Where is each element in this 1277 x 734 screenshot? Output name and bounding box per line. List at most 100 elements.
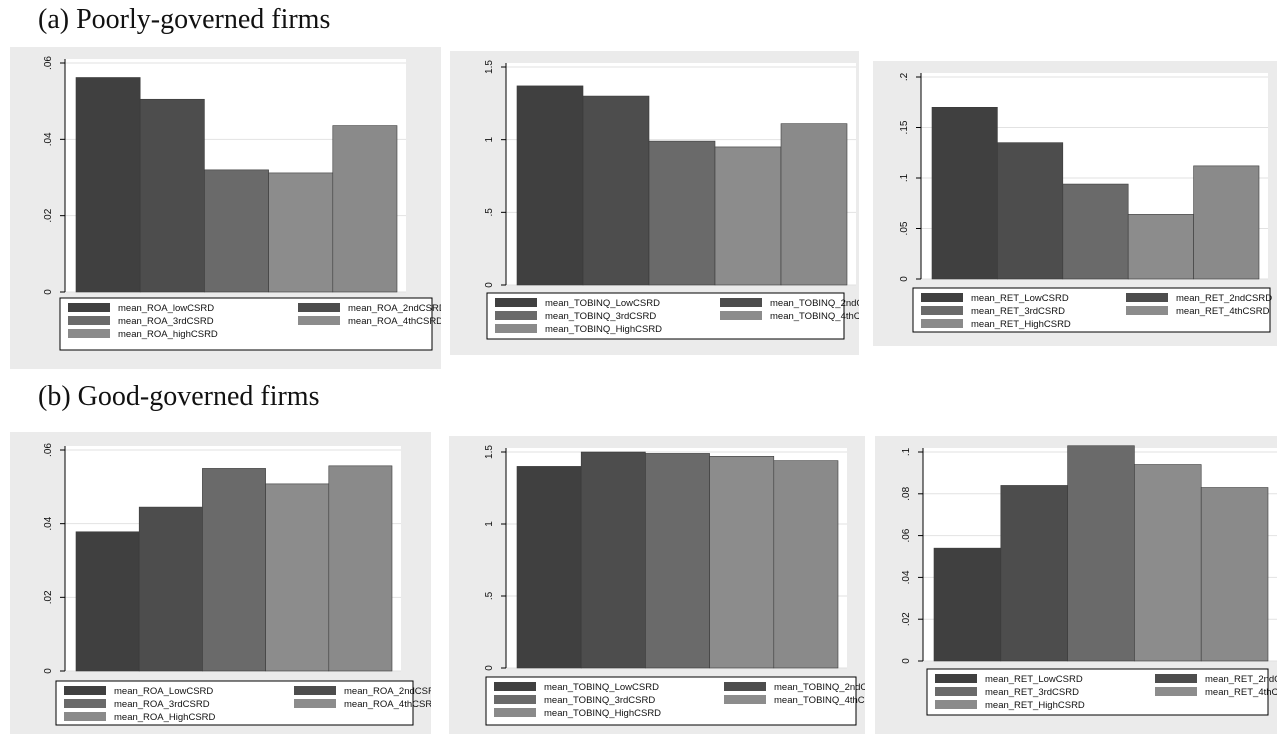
bar	[1127, 214, 1194, 280]
y-tick-label: 0	[43, 289, 54, 295]
chart-panel-good-tobinq: 0 .5 1 1.5 mean_TOBINQ_LowCSRD mean_TOBINQ_2n…	[449, 436, 865, 734]
section-title-a: (a) Poorly-governed firms	[38, 4, 331, 35]
legend-key	[935, 674, 977, 683]
y-tick-label: .5	[484, 591, 495, 600]
bar	[516, 85, 584, 286]
legend-key	[720, 298, 762, 307]
bar	[773, 460, 839, 669]
legend-key	[68, 303, 110, 312]
y-tick-label: .06	[901, 528, 912, 542]
y-tick-label: 1.5	[484, 60, 495, 74]
y-tick-label: .02	[43, 208, 54, 222]
legend-label: mean_RET_2ndCSRD	[1176, 293, 1272, 304]
y-tick-label: .04	[901, 570, 912, 584]
legend-label: mean_TOBINQ_HighCSRD	[545, 324, 662, 335]
legend-key	[1126, 306, 1168, 315]
legend-box	[486, 292, 845, 340]
bar	[1134, 464, 1202, 662]
y-tick-label: .02	[43, 590, 54, 604]
legend-label: mean_ROA_highCSRD	[118, 329, 218, 340]
chart-svg: 0 .5 1 1.5 mean_TOBINQ_LowCSRD mean_TOBINQ_2n…	[484, 60, 859, 340]
y-tick-label: .08	[901, 486, 912, 500]
legend-label: mean_ROA_4thCSRD	[348, 316, 441, 327]
bar	[1067, 445, 1135, 662]
legend-label: mean_TOBINQ_LowCSRD	[544, 682, 659, 693]
bar	[204, 169, 269, 293]
chart-svg: 0 .5 1 1.5 mean_TOBINQ_LowCSRD mean_TOBINQ_2n…	[484, 445, 865, 726]
legend-label: mean_RET_HighCSRD	[985, 700, 1085, 711]
legend-key	[1126, 293, 1168, 302]
legend-label: mean_RET_3rdCSRD	[985, 687, 1079, 698]
bar	[75, 531, 140, 672]
legend-key	[68, 316, 110, 325]
legend-label: mean_TOBINQ_HighCSRD	[544, 708, 661, 719]
y-tick-label: .05	[899, 221, 910, 235]
y-tick-label: .04	[43, 132, 54, 146]
legend-key	[1155, 674, 1197, 683]
legend-key	[724, 682, 766, 691]
chart-svg: 0 .02 .04 .06 mean_ROA_LowCSRD mean_ROA_2ndCS…	[43, 443, 431, 726]
bar	[1200, 487, 1269, 662]
chart-panel-poor-ret: 0 .05 .1 .15 .2 mean_RET_LowCSRD mean_RET_2ndC…	[873, 61, 1277, 346]
legend-label: mean_ROA_2ndCSRD	[348, 303, 441, 314]
y-tick-label: .02	[901, 612, 912, 626]
legend-label: mean_RET_LowCSRD	[985, 674, 1083, 685]
legend-key	[495, 298, 537, 307]
bar	[138, 506, 203, 672]
legend-key	[64, 686, 106, 695]
y-tick-label: .06	[43, 443, 54, 457]
chart-panel-poor-roa: 0 .02 .04 .06 mean_ROA_lowCSRD mean_ROA_2ndCS…	[10, 47, 441, 369]
legend-key	[921, 293, 963, 302]
bar	[997, 142, 1064, 280]
legend-label: mean_TOBINQ_4thCSRD	[774, 695, 865, 706]
bar	[582, 95, 650, 286]
legend-label: mean_RET_3rdCSRD	[971, 306, 1065, 317]
legend-key	[720, 311, 762, 320]
y-tick-label: .04	[43, 516, 54, 530]
legend-key	[494, 695, 536, 704]
legend-key	[294, 699, 336, 708]
legend-label: mean_ROA_4thCSRD	[344, 699, 431, 710]
chart-panel-good-ret: 0 .02 .04 .06 .08 .1 mean_RET_LowCSRD mean_RET_…	[875, 436, 1277, 734]
bar	[139, 98, 205, 293]
y-tick-label: .1	[899, 173, 910, 182]
y-tick-label: 1	[484, 521, 495, 527]
bar	[75, 77, 141, 293]
y-tick-label: 0	[43, 668, 54, 674]
legend-label: mean_TOBINQ_3rdCSRD	[545, 311, 656, 322]
legend-key	[294, 686, 336, 695]
legend-label: mean_TOBINQ_2ndCSRD	[774, 682, 865, 693]
legend-label: mean_RET_2ndCSRD	[1205, 674, 1277, 685]
chart-panel-good-roa: 0 .02 .04 .06 mean_ROA_LowCSRD mean_ROA_2ndCS…	[10, 432, 431, 734]
legend-key	[1155, 687, 1197, 696]
legend-key	[298, 316, 340, 325]
legend-label: mean_ROA_lowCSRD	[118, 303, 214, 314]
bar	[709, 456, 775, 669]
legend-label: mean_RET_4thCSRD	[1205, 687, 1277, 698]
bar	[933, 547, 1002, 662]
legend-box	[485, 676, 857, 726]
y-tick-label: 1	[484, 136, 495, 142]
y-tick-label: 0	[484, 665, 495, 671]
legend-label: mean_TOBINQ_2ndCSRD	[770, 298, 859, 309]
bar	[328, 465, 393, 672]
legend-label: mean_ROA_2ndCSRD	[344, 686, 431, 697]
bar	[580, 451, 646, 669]
bar	[1062, 183, 1129, 280]
y-tick-label: .06	[43, 56, 54, 70]
bar	[645, 453, 710, 669]
legend-box	[912, 287, 1271, 333]
legend-label: mean_ROA_3rdCSRD	[118, 316, 214, 327]
chart-svg: 0 .05 .1 .15 .2 mean_RET_LowCSRD mean_RET_2ndC…	[899, 72, 1272, 333]
y-tick-label: 0	[901, 658, 912, 664]
bar	[268, 172, 334, 293]
bar	[1193, 165, 1260, 280]
bar	[714, 146, 782, 286]
legend-key	[495, 311, 537, 320]
legend-key	[494, 682, 536, 691]
legend-box	[59, 297, 433, 351]
bar	[648, 140, 716, 286]
y-tick-label: 0	[484, 282, 495, 288]
legend-label: mean_RET_LowCSRD	[971, 293, 1069, 304]
legend-label: mean_RET_4thCSRD	[1176, 306, 1270, 317]
